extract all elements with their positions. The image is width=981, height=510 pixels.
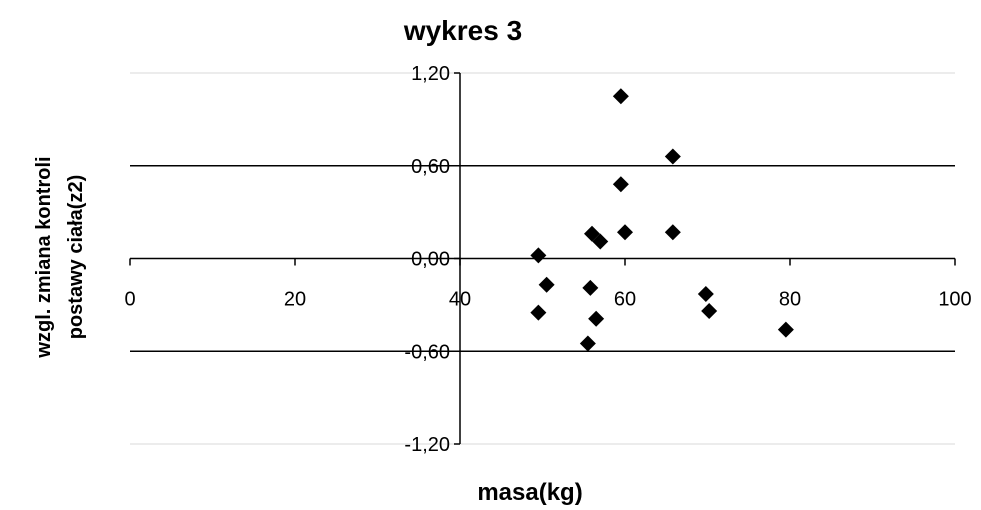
- data-point: [664, 148, 681, 165]
- x-tick-label: 80: [779, 289, 801, 311]
- data-point: [530, 304, 547, 321]
- x-tick-label: 40: [449, 289, 471, 311]
- y-tick-label: 0,60: [411, 156, 450, 178]
- data-point: [777, 321, 794, 338]
- y-tick-labels: 1,20 0,60 0,00 -0,60 -1,20: [404, 63, 450, 456]
- y-tick-label: 1,20: [411, 63, 450, 85]
- data-point: [579, 335, 596, 352]
- data-point: [588, 310, 605, 327]
- data-point: [612, 176, 629, 193]
- y-axis-label-line-2: postawy ciała(z2): [65, 175, 87, 340]
- data-point: [701, 303, 718, 320]
- data-point: [697, 286, 714, 303]
- y-tick-label: -0,60: [404, 341, 450, 363]
- data-point: [582, 279, 599, 296]
- data-point: [592, 233, 609, 250]
- y-axis-label-line-1: wzgl. zmiana kontroli: [33, 156, 55, 358]
- data-point: [530, 247, 547, 264]
- y-tick-label: -1,20: [404, 434, 450, 456]
- data-point: [538, 276, 555, 293]
- data-point: [612, 88, 629, 105]
- x-tick-label: 100: [938, 289, 971, 311]
- data-point: [617, 224, 633, 241]
- chart-title: wykres 3: [403, 15, 522, 46]
- data-point: [664, 224, 681, 241]
- gridlines: [130, 72, 955, 445]
- x-tick-label: 60: [614, 289, 636, 311]
- data-points: [530, 88, 794, 352]
- x-tick-labels: 0 20 40 60 80 100: [124, 289, 971, 311]
- x-tick-label: 0: [124, 289, 135, 311]
- x-tick-label: 20: [284, 289, 306, 311]
- y-tick-label: 0,00: [411, 249, 450, 271]
- x-axis-label: masa(kg): [477, 479, 582, 506]
